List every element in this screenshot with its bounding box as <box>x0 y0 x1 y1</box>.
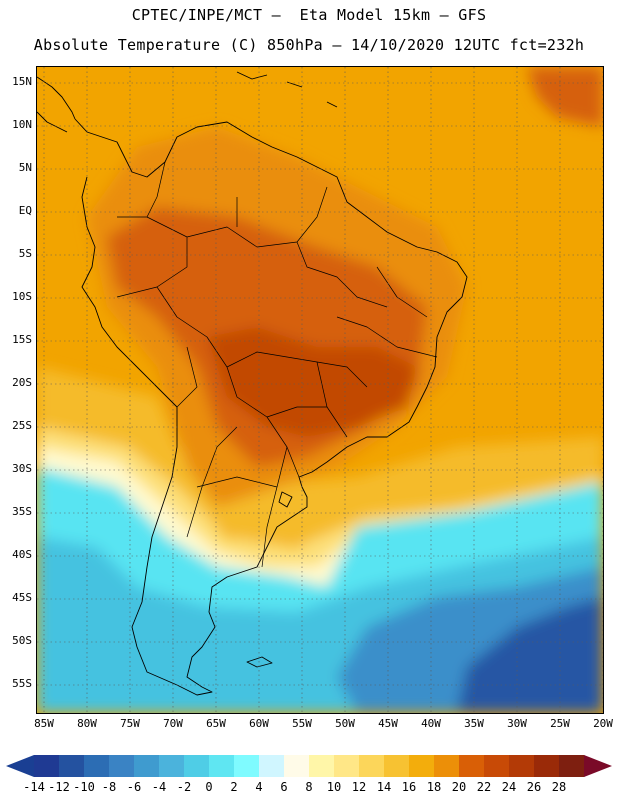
colorbar-max-arrow <box>584 755 612 777</box>
lon-label: 65W <box>206 717 226 730</box>
deep-blue-field <box>457 597 603 713</box>
colorbar-cell <box>159 755 185 777</box>
warm-band-field <box>37 367 603 547</box>
lon-label: 60W <box>249 717 269 730</box>
colorbar-label: 10 <box>326 780 342 794</box>
map-title-line-2: Absolute Temperature (C) 850hPa – 14/10/… <box>33 36 585 54</box>
colorbar-label: 26 <box>526 780 542 794</box>
temperature-map[interactable] <box>36 66 604 714</box>
colorbar-label: -2 <box>176 780 192 794</box>
colorbar-label: 22 <box>476 780 492 794</box>
colorbar-label: 12 <box>351 780 367 794</box>
south-america-coastline <box>74 118 468 696</box>
colorbar-cell <box>184 755 210 777</box>
lat-label: 30S <box>12 462 32 475</box>
colorbar-cell <box>459 755 485 777</box>
lon-label: 50W <box>335 717 355 730</box>
lon-label: 30W <box>507 717 527 730</box>
colorbar-label: -12 <box>48 780 70 794</box>
lat-label: 25S <box>12 419 32 432</box>
colorbar-cells <box>34 755 585 777</box>
colorbar-cell <box>334 755 360 777</box>
colorbar-label: -10 <box>73 780 95 794</box>
colorbar-cell <box>109 755 135 777</box>
central-america-coast <box>37 76 76 133</box>
lat-label: 35S <box>12 505 32 518</box>
lat-label: 20S <box>12 376 32 389</box>
colorbar-label: 16 <box>401 780 417 794</box>
lon-label: 35W <box>464 717 484 730</box>
colorbar-cell <box>309 755 335 777</box>
lat-label: 10S <box>12 290 32 303</box>
colorbar-min-arrow <box>6 755 34 777</box>
lat-label: 5N <box>18 161 32 174</box>
temperature-colorbar <box>6 755 612 777</box>
colorbar-cell <box>134 755 160 777</box>
colorbar-cell <box>434 755 460 777</box>
colorbar-cell <box>284 755 310 777</box>
colorbar-label: 24 <box>501 780 517 794</box>
colorbar-cell <box>484 755 510 777</box>
lon-label: 70W <box>163 717 183 730</box>
lon-label: 40W <box>421 717 441 730</box>
lat-label: 5S <box>18 247 32 260</box>
lon-label: 20W <box>593 717 613 730</box>
colorbar-cell <box>59 755 85 777</box>
lat-label: EQ <box>18 204 32 217</box>
map-title-line-1: CPTEC/INPE/MCT – Eta Model 15km – GFS <box>131 6 487 24</box>
lat-label: 55S <box>12 677 32 690</box>
colorbar-label: 4 <box>255 780 263 794</box>
colorbar-cell <box>34 755 60 777</box>
colorbar-cell <box>359 755 385 777</box>
lat-label: 40S <box>12 548 32 561</box>
lat-label: 15S <box>12 333 32 346</box>
lat-label: 50S <box>12 634 32 647</box>
lat-label: 10N <box>12 118 32 131</box>
temperature-field <box>37 67 603 713</box>
colorbar-label: 14 <box>376 780 392 794</box>
hottest-field <box>207 327 417 437</box>
colorbar-label: 28 <box>551 780 567 794</box>
colorbar-cell <box>384 755 410 777</box>
lon-label: 85W <box>34 717 54 730</box>
lon-label: 80W <box>77 717 97 730</box>
lagoa-dos-patos <box>278 491 293 508</box>
colorbar-cell <box>559 755 585 777</box>
colorbar-label: 2 <box>230 780 238 794</box>
colorbar-label: -8 <box>101 780 117 794</box>
colorbar-cell <box>234 755 260 777</box>
colorbar-cell <box>84 755 110 777</box>
lon-label: 45W <box>378 717 398 730</box>
colorbar-label: 6 <box>280 780 288 794</box>
colorbar-cell <box>259 755 285 777</box>
lat-label: 45S <box>12 591 32 604</box>
northeast-hot-field <box>527 67 603 127</box>
colorbar-label: 0 <box>205 780 213 794</box>
colorbar-label: 8 <box>305 780 313 794</box>
lon-label: 55W <box>292 717 312 730</box>
colorbar-label: -4 <box>151 780 167 794</box>
colorbar-label: -6 <box>126 780 142 794</box>
colorbar-label: -14 <box>23 780 45 794</box>
colorbar-cell <box>534 755 560 777</box>
colorbar-label: 18 <box>426 780 442 794</box>
lat-label: 15N <box>12 75 32 88</box>
coastlines-and-borders <box>37 71 468 696</box>
falklands <box>246 656 273 668</box>
colorbar-label: 20 <box>451 780 467 794</box>
lon-label: 25W <box>550 717 570 730</box>
colorbar-cell <box>209 755 235 777</box>
colorbar-cell <box>409 755 435 777</box>
colorbar-cell <box>509 755 535 777</box>
lon-label: 75W <box>120 717 140 730</box>
